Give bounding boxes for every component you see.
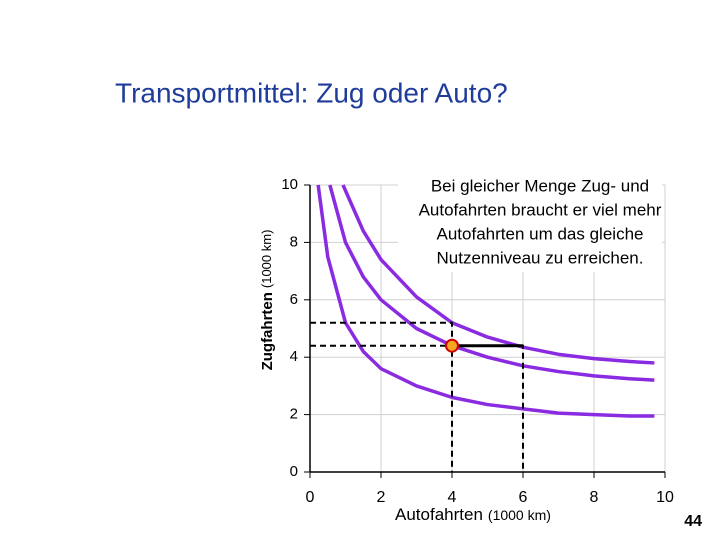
indifference-curve	[328, 184, 655, 382]
slide-title: Transportmittel: Zug oder Auto?	[115, 77, 508, 108]
annotation-line: Autofahrten braucht er viel mehr	[419, 200, 662, 219]
guide-line	[310, 344, 524, 472]
annotation-line: Autofahrten um das gleiche	[437, 224, 644, 243]
annotation-line: Nutzenniveau zu erreichen.	[437, 248, 644, 267]
x-tick-label: 10	[656, 489, 674, 506]
y-tick-label: 6	[290, 291, 298, 308]
x-tick-label: 2	[377, 489, 386, 506]
guide-line	[310, 321, 453, 472]
y-label-main: Zugfahrten	[259, 292, 276, 370]
x-tick-label: 6	[519, 489, 528, 506]
x-axis-label: Autofahrten (1000 km)	[395, 505, 551, 524]
y-tick-label: 10	[281, 176, 298, 193]
x-tick-label: 8	[590, 489, 599, 506]
annotation-line: Bei gleicher Menge Zug- und	[431, 176, 649, 195]
y-label-unit: (1000 km)	[259, 230, 274, 289]
x-label-main: Autofahrten	[395, 505, 483, 524]
y-tick-label: 4	[290, 348, 298, 365]
annotation-box	[398, 168, 662, 272]
x-tick-label: 4	[448, 489, 457, 506]
indifference-curve	[341, 184, 655, 365]
x-label-unit: (1000 km)	[488, 507, 551, 523]
y-tick-label: 0	[290, 463, 298, 480]
y-axis-label: Zugfahrten (1000 km)	[259, 230, 276, 371]
y-tick-label: 8	[290, 233, 298, 250]
point	[445, 338, 459, 353]
page-number: 44	[684, 513, 702, 530]
plot: 0 2 4 6 8 10 0 2 4 6 8 10 Bei gleicher Menge Zug- un…	[281, 168, 674, 506]
x-tick-label: 0	[306, 489, 315, 506]
y-tick-label: 2	[290, 406, 298, 423]
